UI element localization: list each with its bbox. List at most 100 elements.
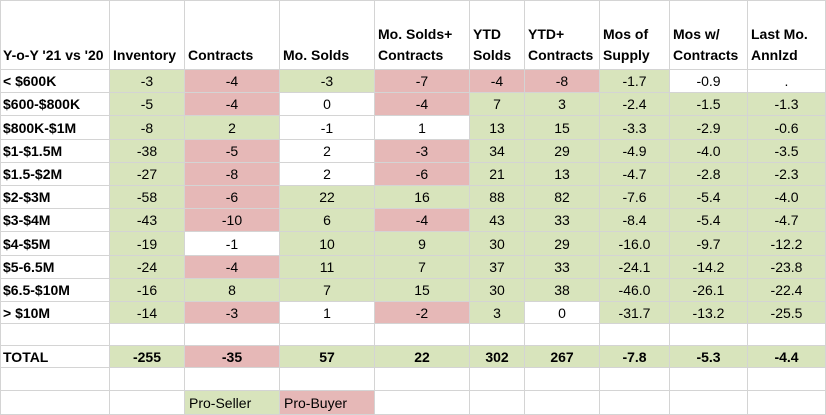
- table-cell[interactable]: 29: [525, 140, 600, 163]
- empty-cell[interactable]: [375, 324, 470, 346]
- table-cell[interactable]: -4: [185, 93, 280, 116]
- table-cell[interactable]: -3: [375, 140, 470, 163]
- row-label[interactable]: $1-$1.5M: [0, 140, 110, 163]
- table-cell[interactable]: 7: [375, 256, 470, 279]
- table-cell[interactable]: -7: [375, 70, 470, 93]
- table-cell[interactable]: 13: [470, 116, 525, 140]
- total-cell[interactable]: -255: [110, 346, 185, 368]
- table-cell[interactable]: -4: [185, 70, 280, 93]
- table-cell[interactable]: -58: [110, 186, 185, 209]
- table-cell[interactable]: 0: [525, 302, 600, 324]
- table-cell[interactable]: 11: [280, 256, 375, 279]
- table-cell[interactable]: -38: [110, 140, 185, 163]
- table-cell[interactable]: -4.9: [600, 140, 670, 163]
- empty-cell[interactable]: [670, 324, 748, 346]
- table-cell[interactable]: -1: [280, 116, 375, 140]
- legend-pro-buyer[interactable]: Pro-Buyer: [280, 391, 375, 415]
- empty-cell[interactable]: [110, 324, 185, 346]
- table-cell[interactable]: 15: [525, 116, 600, 140]
- empty-cell[interactable]: [110, 368, 185, 391]
- empty-cell[interactable]: [748, 391, 826, 415]
- column-header[interactable]: Mos w/ Contracts: [670, 0, 748, 70]
- column-header[interactable]: YTD Solds: [470, 0, 525, 70]
- table-cell[interactable]: -19: [110, 232, 185, 256]
- empty-cell[interactable]: [525, 324, 600, 346]
- table-cell[interactable]: -7.6: [600, 186, 670, 209]
- empty-cell[interactable]: [748, 368, 826, 391]
- table-cell[interactable]: -14.2: [670, 256, 748, 279]
- row-label[interactable]: $1.5-$2M: [0, 163, 110, 186]
- row-label[interactable]: $2-$3M: [0, 186, 110, 209]
- row-label[interactable]: $800K-$1M: [0, 116, 110, 140]
- table-cell[interactable]: -1.7: [600, 70, 670, 93]
- table-cell[interactable]: -2.4: [600, 93, 670, 116]
- table-cell[interactable]: 88: [470, 186, 525, 209]
- table-cell[interactable]: -24.1: [600, 256, 670, 279]
- table-cell[interactable]: -4: [185, 256, 280, 279]
- table-cell[interactable]: -16: [110, 279, 185, 302]
- total-cell[interactable]: -4.4: [748, 346, 826, 368]
- empty-cell[interactable]: [525, 368, 600, 391]
- table-cell[interactable]: -6: [185, 186, 280, 209]
- table-cell[interactable]: -4: [470, 70, 525, 93]
- empty-cell[interactable]: [470, 368, 525, 391]
- table-cell[interactable]: 2: [280, 163, 375, 186]
- table-cell[interactable]: 7: [470, 93, 525, 116]
- total-cell[interactable]: -35: [185, 346, 280, 368]
- table-cell[interactable]: -26.1: [670, 279, 748, 302]
- table-cell[interactable]: 13: [525, 163, 600, 186]
- empty-cell[interactable]: [280, 324, 375, 346]
- table-cell[interactable]: 21: [470, 163, 525, 186]
- table-cell[interactable]: 8: [185, 279, 280, 302]
- column-header[interactable]: Contracts: [185, 0, 280, 70]
- table-cell[interactable]: 29: [525, 232, 600, 256]
- table-cell[interactable]: 1: [280, 302, 375, 324]
- table-cell[interactable]: 30: [470, 232, 525, 256]
- table-cell[interactable]: -0.9: [670, 70, 748, 93]
- table-cell[interactable]: -3: [110, 70, 185, 93]
- table-cell[interactable]: 9: [375, 232, 470, 256]
- table-cell[interactable]: -23.8: [748, 256, 826, 279]
- column-header[interactable]: Mo. Solds: [280, 0, 375, 70]
- table-cell[interactable]: -5.4: [670, 209, 748, 232]
- total-cell[interactable]: 302: [470, 346, 525, 368]
- empty-cell[interactable]: [470, 391, 525, 415]
- table-cell[interactable]: 0: [280, 93, 375, 116]
- column-header[interactable]: Inventory: [110, 0, 185, 70]
- empty-cell[interactable]: [670, 391, 748, 415]
- empty-cell[interactable]: [185, 368, 280, 391]
- empty-cell[interactable]: [600, 368, 670, 391]
- empty-cell[interactable]: [0, 368, 110, 391]
- table-cell[interactable]: -13.2: [670, 302, 748, 324]
- column-header[interactable]: YTD+ Contracts: [525, 0, 600, 70]
- table-cell[interactable]: -1: [185, 232, 280, 256]
- table-cell[interactable]: 34: [470, 140, 525, 163]
- table-cell[interactable]: -25.5: [748, 302, 826, 324]
- total-label[interactable]: TOTAL: [0, 346, 110, 368]
- table-cell[interactable]: -16.0: [600, 232, 670, 256]
- table-cell[interactable]: -8.4: [600, 209, 670, 232]
- row-label[interactable]: $5-6.5M: [0, 256, 110, 279]
- table-cell[interactable]: 43: [470, 209, 525, 232]
- table-cell[interactable]: -2: [375, 302, 470, 324]
- table-cell[interactable]: -4: [375, 93, 470, 116]
- table-cell[interactable]: -10: [185, 209, 280, 232]
- table-cell[interactable]: -31.7: [600, 302, 670, 324]
- table-cell[interactable]: -4.7: [600, 163, 670, 186]
- table-cell[interactable]: -8: [525, 70, 600, 93]
- table-cell[interactable]: 1: [375, 116, 470, 140]
- empty-cell[interactable]: [600, 324, 670, 346]
- table-cell[interactable]: -4.0: [670, 140, 748, 163]
- table-cell[interactable]: 30: [470, 279, 525, 302]
- table-cell[interactable]: -4.7: [748, 209, 826, 232]
- table-cell[interactable]: 2: [185, 116, 280, 140]
- empty-cell[interactable]: [375, 368, 470, 391]
- empty-cell[interactable]: [375, 391, 470, 415]
- empty-cell[interactable]: [525, 391, 600, 415]
- row-label[interactable]: > $10M: [0, 302, 110, 324]
- table-cell[interactable]: -2.3: [748, 163, 826, 186]
- table-cell[interactable]: -3.5: [748, 140, 826, 163]
- table-cell[interactable]: 3: [525, 93, 600, 116]
- table-cell[interactable]: 16: [375, 186, 470, 209]
- total-cell[interactable]: -7.8: [600, 346, 670, 368]
